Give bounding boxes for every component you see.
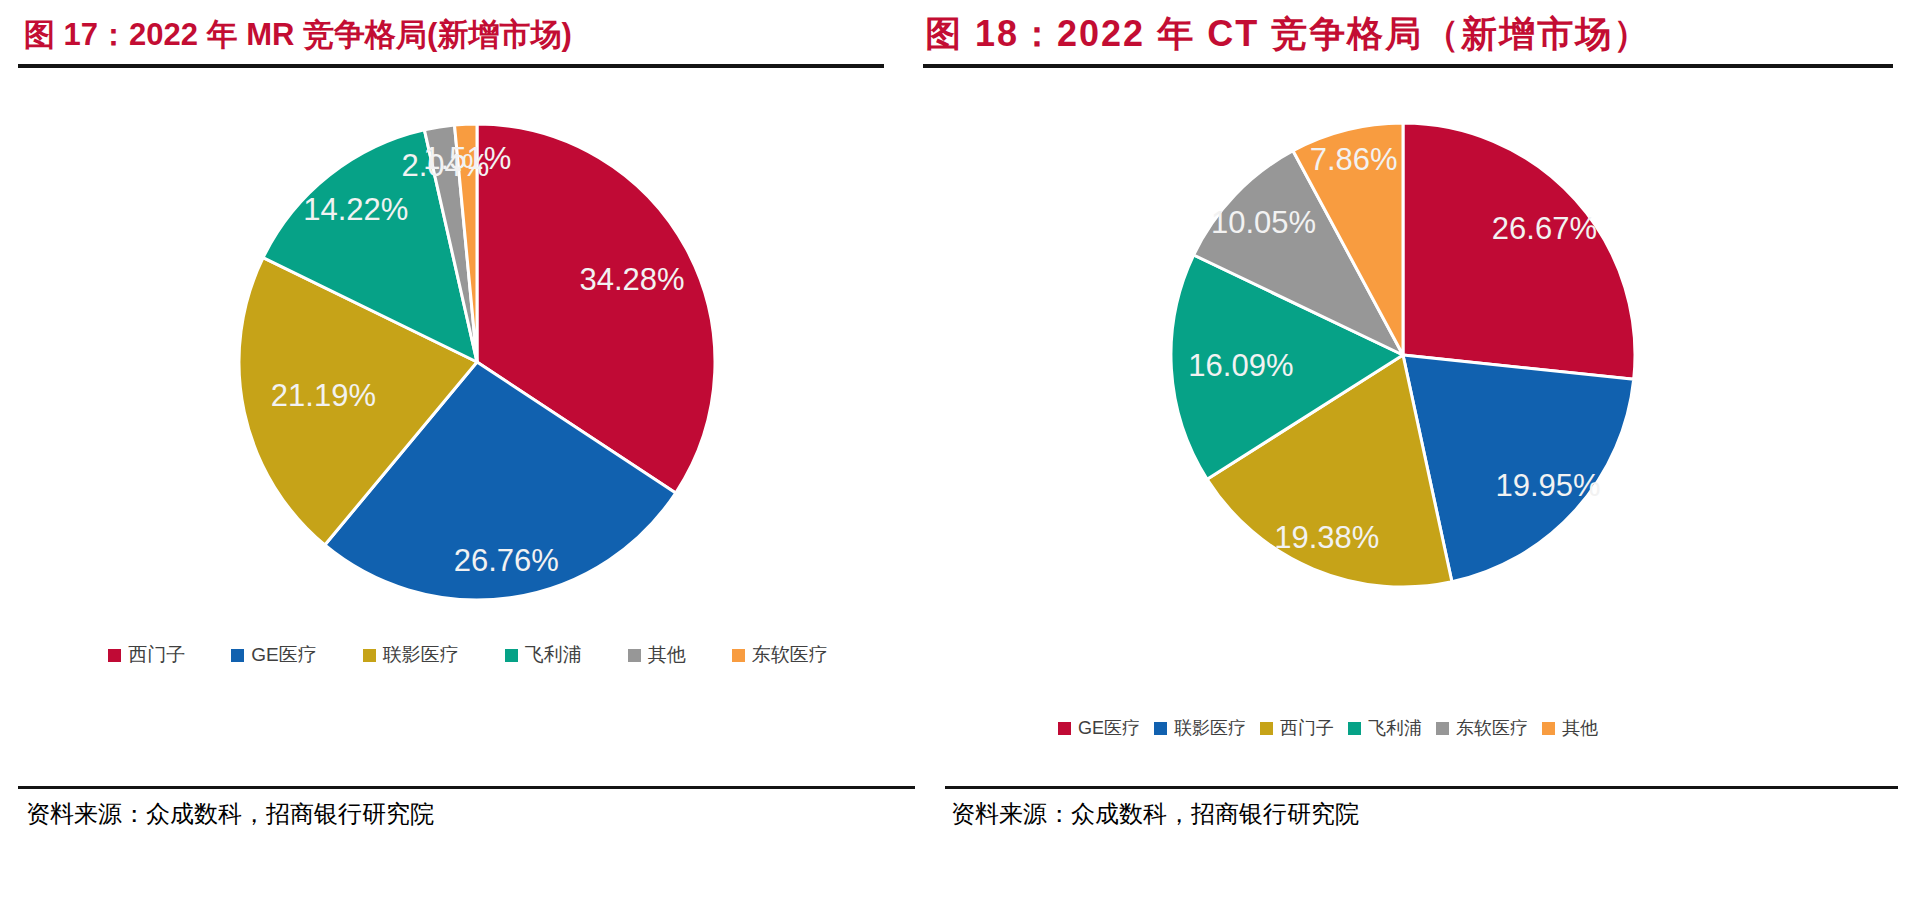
legend-marker-icon [1058,722,1071,735]
legend-label: 飞利浦 [525,642,582,668]
legend-item-GE医疗: GE医疗 [231,642,316,668]
legend-label: 联影医疗 [383,642,459,668]
legend-item-东软医疗: 东软医疗 [732,642,828,668]
mr-pie-chart: 34.28%26.76%21.19%14.22%2.04%1.51% [18,90,918,620]
pie-label-飞利浦: 14.22% [303,192,408,227]
pie-label-西门子: 19.38% [1274,520,1379,555]
report-figures-page: 图 17：2022 年 MR 竞争格局(新增市场) 34.28% 26.76% 21… [0,0,1916,906]
source-divider [945,786,1898,789]
legend-marker-icon [505,649,518,662]
source-note: 资料来源：众成数科，招商银行研究院 [951,798,1359,830]
legend-item-联影医疗: 联影医疗 [1154,716,1246,740]
legend-label: 飞利浦 [1368,716,1422,740]
legend-item-GE医疗: GE医疗 [1058,716,1140,740]
pie-label-西门子: 34.28% [580,262,685,297]
legend-marker-icon [1260,722,1273,735]
legend-item-飞利浦: 飞利浦 [505,642,582,668]
pie-label-东软医疗: 1.51% [423,141,511,176]
source-divider [18,786,915,789]
legend-item-联影医疗: 联影医疗 [363,642,459,668]
figure-17-mr-competition: 图 17：2022 年 MR 竞争格局(新增市场) 34.28% 26.76% 21… [18,0,918,906]
title-underline [18,64,884,68]
ct-pie-chart: 26.67% 19.95% 19.38% 16.09% 10.05% 7.86% [923,90,1898,620]
legend-item-其他: 其他 [628,642,686,668]
pie-label-GE医疗: 26.76% [454,543,559,578]
figure-title: 图 17：2022 年 MR 竞争格局(新增市场) [24,14,572,56]
pie-label-其他: 7.86% [1310,142,1398,177]
pie-label-联影医疗: 19.95% [1495,468,1600,503]
legend-item-飞利浦: 飞利浦 [1348,716,1422,740]
pie-slice-GE医疗 [1403,123,1635,379]
legend-label: 东软医疗 [752,642,828,668]
legend-item-西门子: 西门子 [108,642,185,668]
legend-label: 东软医疗 [1456,716,1528,740]
pie-label-飞利浦: 16.09% [1188,348,1293,383]
legend-label: 其他 [648,642,686,668]
legend-marker-icon [1348,722,1361,735]
legend-marker-icon [363,649,376,662]
legend-marker-icon [108,649,121,662]
legend-label: 其他 [1562,716,1598,740]
legend-label: 联影医疗 [1174,716,1246,740]
pie-label-东软医疗: 10.05% [1211,205,1316,240]
legend-marker-icon [1436,722,1449,735]
legend-label: 西门子 [128,642,185,668]
legend-label: 西门子 [1280,716,1334,740]
figure-title: 图 18：2022 年 CT 竞争格局（新增市场） [925,10,1651,59]
legend-item-东软医疗: 东软医疗 [1436,716,1528,740]
mr-legend: 西门子 GE医疗 联影医疗 飞利浦 其他 东软医疗 [18,642,918,668]
legend-item-西门子: 西门子 [1260,716,1334,740]
legend-marker-icon [231,649,244,662]
title-underline [923,64,1893,68]
legend-item-其他: 其他 [1542,716,1598,740]
ct-legend: GE医疗 联影医疗 西门子 飞利浦 东软医疗 其他 [1058,716,1598,740]
pie-label-联影医疗: 21.19% [271,378,376,413]
legend-marker-icon [732,649,745,662]
figure-18-ct-competition: 图 18：2022 年 CT 竞争格局（新增市场） 26.67% 19.95% 19… [923,0,1898,906]
legend-marker-icon [1542,722,1555,735]
legend-label: GE医疗 [251,642,316,668]
legend-label: GE医疗 [1078,716,1140,740]
legend-marker-icon [628,649,641,662]
source-note: 资料来源：众成数科，招商银行研究院 [26,798,434,830]
pie-label-GE医疗: 26.67% [1492,211,1597,246]
legend-marker-icon [1154,722,1167,735]
